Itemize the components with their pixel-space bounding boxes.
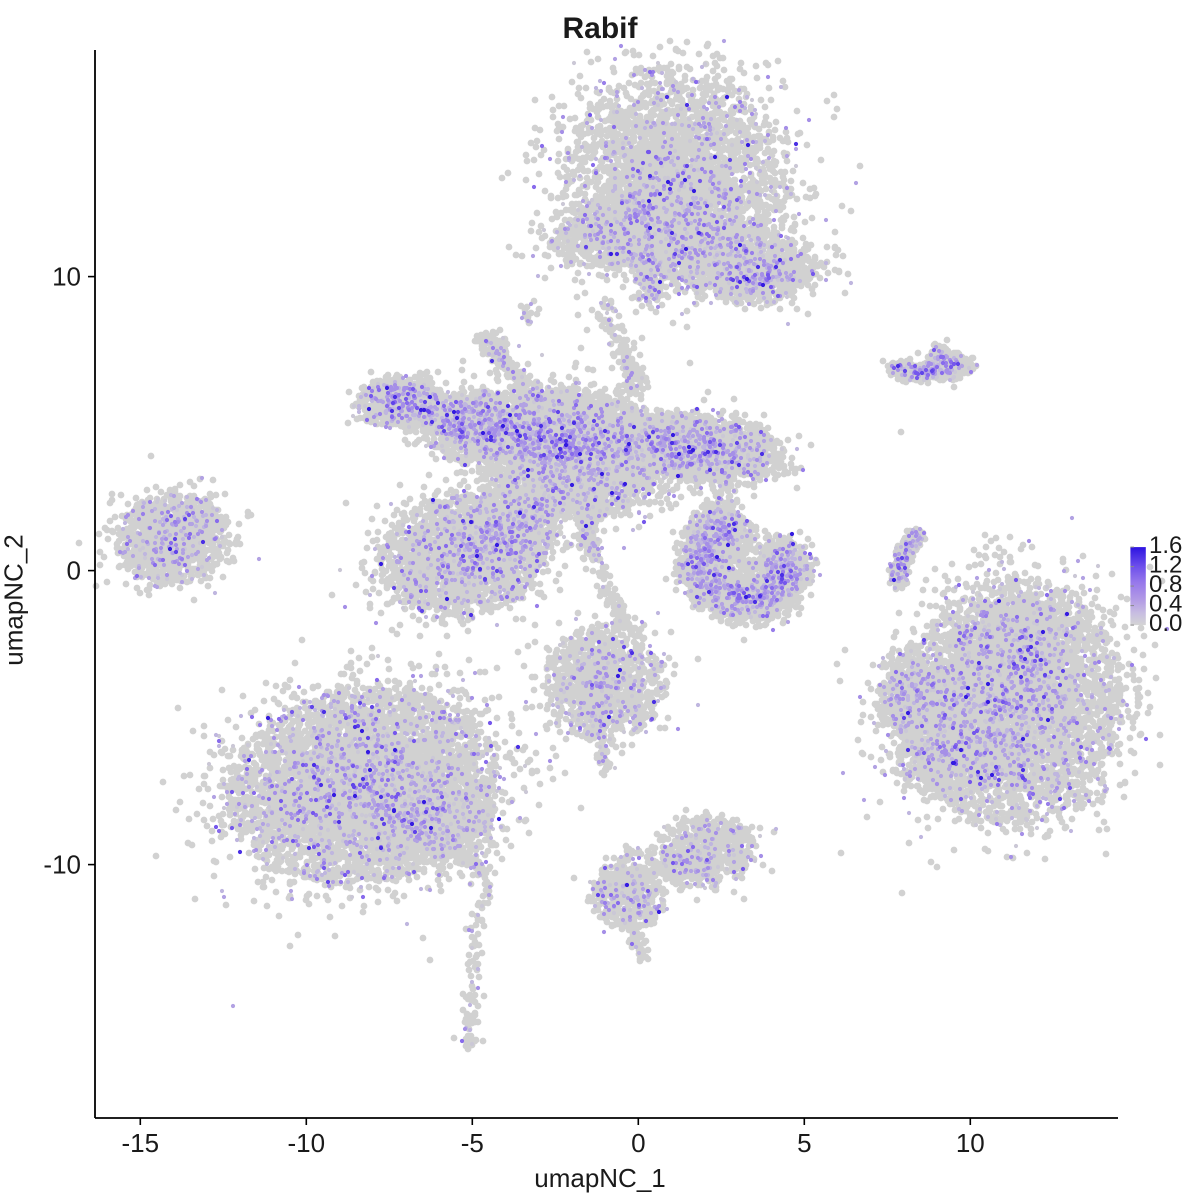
svg-text:10: 10 [956, 1128, 985, 1158]
svg-text:-15: -15 [122, 1128, 160, 1158]
svg-text:5: 5 [797, 1128, 811, 1158]
svg-text:-5: -5 [461, 1128, 484, 1158]
svg-text:-10: -10 [43, 850, 81, 880]
svg-text:0: 0 [631, 1128, 645, 1158]
svg-text:0.0: 0.0 [1149, 610, 1182, 637]
svg-text:-10: -10 [288, 1128, 326, 1158]
svg-text:10: 10 [52, 262, 81, 292]
svg-text:0: 0 [67, 556, 81, 586]
